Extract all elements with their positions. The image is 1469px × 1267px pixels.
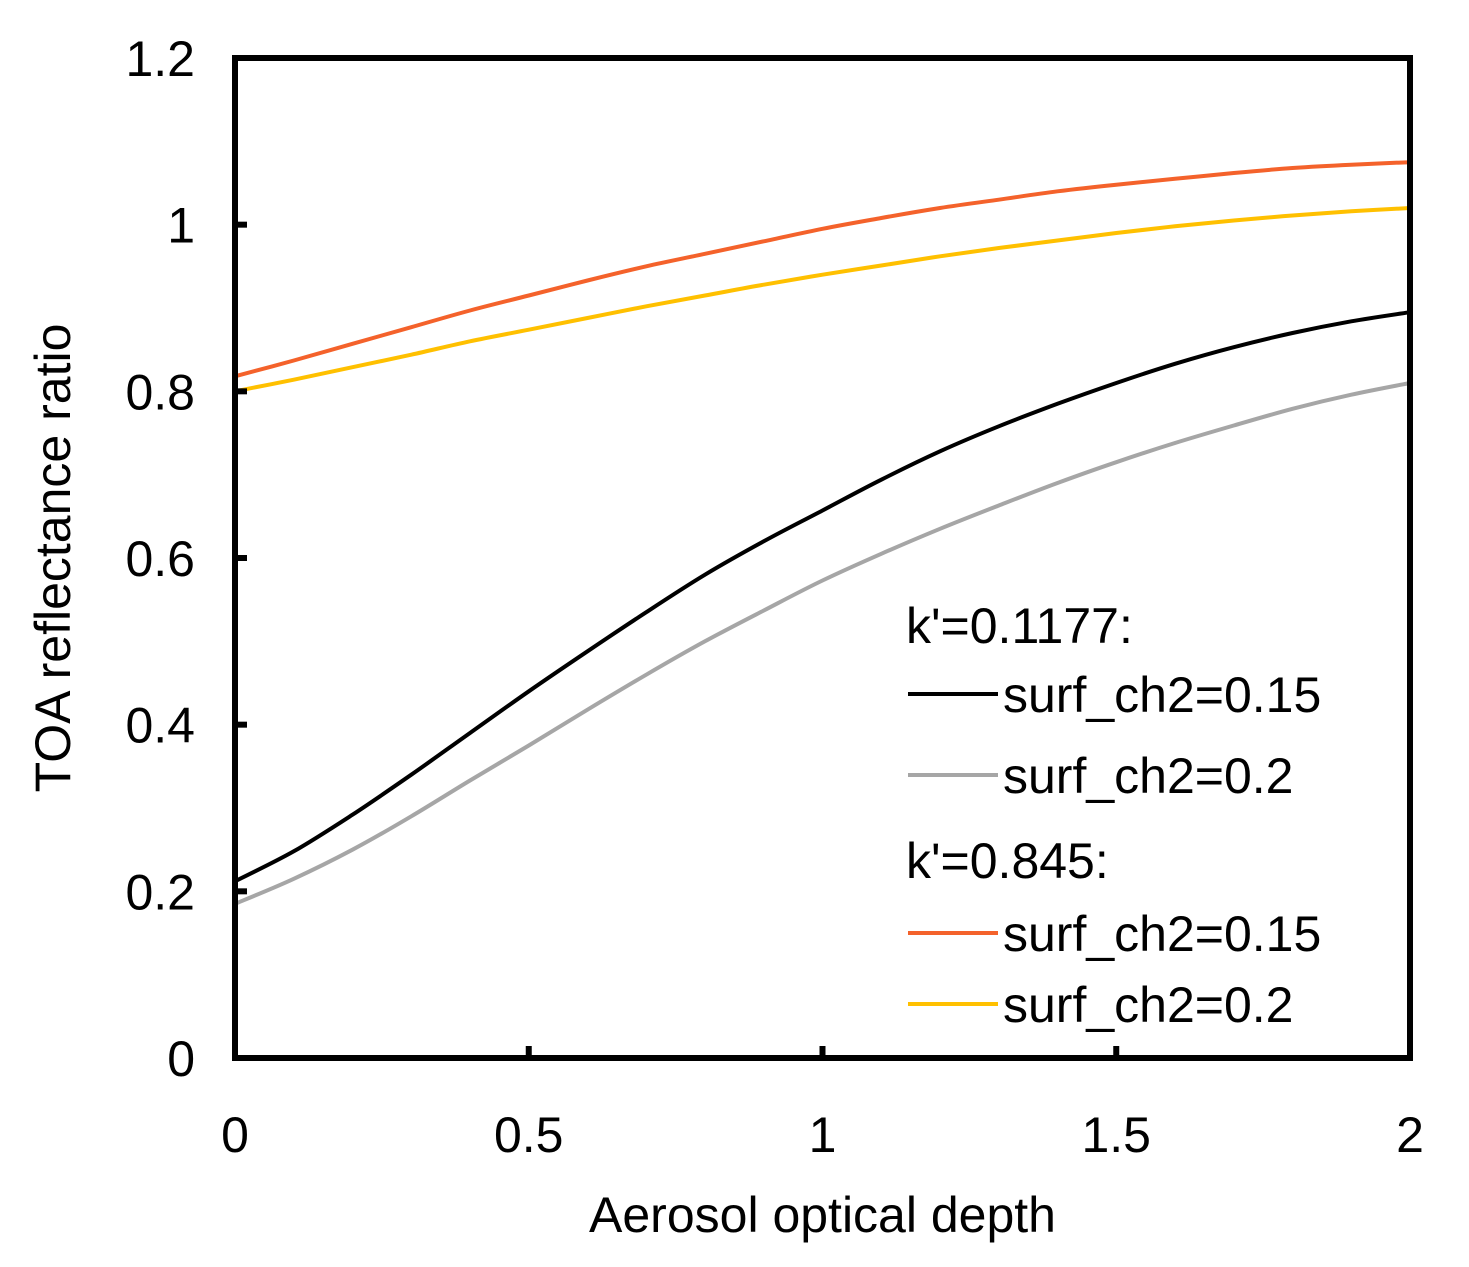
legend-group-k-0-845: k'=0.845: (906, 833, 1109, 889)
series-line-0 (234, 310, 1411, 884)
legend-label-surf-0-2-b: surf_ch2=0.2 (1003, 977, 1293, 1033)
y-tick-label: 1 (167, 198, 195, 254)
x-tick-label: 2 (1396, 1107, 1424, 1163)
x-tick-label: 1 (809, 1107, 837, 1163)
legend-label-surf-0-15-a: surf_ch2=0.15 (1003, 667, 1321, 723)
legend-group-k-0-1177: k'=0.1177: (906, 598, 1133, 654)
x-axis-title: Aerosol optical depth (589, 1187, 1056, 1243)
y-axis-title: TOA reflectance ratio (25, 324, 81, 793)
x-tick-label: 0.5 (494, 1107, 564, 1163)
x-tick-label: 1.5 (1081, 1107, 1151, 1163)
y-axis-ticks: 0 0.2 0.4 0.6 0.8 1 1.2 (125, 31, 247, 1087)
x-tick-label: 0 (221, 1107, 249, 1163)
legend: k'=0.1177: surf_ch2=0.15 surf_ch2=0.2 k'… (906, 598, 1321, 1033)
y-tick-label: 1.2 (125, 31, 195, 87)
plot-series-layer (234, 160, 1411, 906)
y-tick-label: 0.2 (125, 864, 195, 920)
legend-label-surf-0-2-a: surf_ch2=0.2 (1003, 748, 1293, 804)
legend-label-surf-0-15-b: surf_ch2=0.15 (1003, 906, 1321, 962)
y-tick-label: 0.8 (125, 364, 195, 420)
y-tick-label: 0.4 (125, 698, 195, 754)
series-line-3 (234, 206, 1411, 394)
y-tick-label: 0.6 (125, 531, 195, 587)
series-line-1 (234, 381, 1411, 906)
x-axis-ticks: 0 0.5 1 1.5 2 (221, 1046, 1424, 1163)
series-line-2 (234, 160, 1411, 379)
y-tick-label: 0 (167, 1031, 195, 1087)
